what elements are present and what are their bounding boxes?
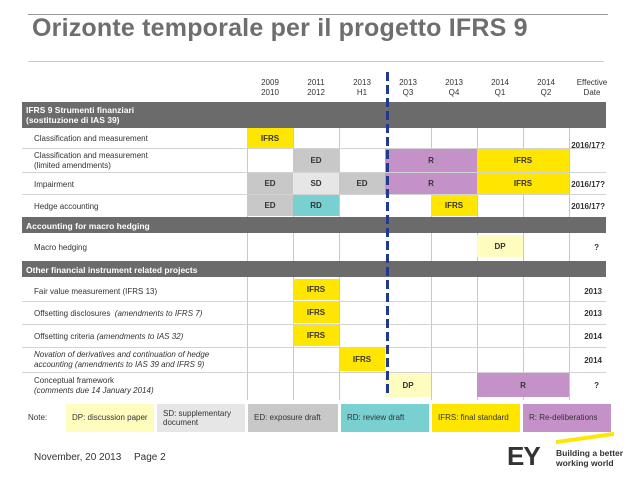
cell-ifrs: IFRS (293, 279, 339, 300)
cell-ifrs: IFRS (293, 302, 339, 323)
ey-logo-beam (556, 431, 614, 445)
grid-col-sep (477, 120, 478, 400)
cell-ed: ED (293, 149, 339, 172)
page-title: Orizonte temporale per il progetto IFRS … (32, 14, 528, 42)
row-label-impairment: Impairment (34, 180, 75, 189)
cell-rd: RD (293, 195, 339, 216)
legend-ed: ED: exposure draft (248, 404, 338, 432)
legend-dp: DP: discussion paper (66, 404, 154, 432)
effective-date-impairment: 2016/17? (571, 180, 605, 189)
effective-date-fair-value: 2013 (584, 287, 602, 296)
row-label-classification-amendments: Classification and measurement (limited a… (34, 151, 148, 170)
grid-col-sep (569, 120, 570, 400)
effective-date-conceptual-framework: ? (594, 381, 599, 390)
cell-ifrs: IFRS (477, 173, 569, 194)
row-label-novation: Novation of derivatives and continuation… (34, 350, 210, 369)
row-divider (22, 372, 606, 373)
title-underline (28, 61, 604, 62)
legend-r: R: Re-deliberations (523, 404, 611, 432)
row-label-offsetting-disclosures: Offsetting disclosures (amendments to IF… (34, 309, 203, 318)
effective-date-offsetting-criteria: 2014 (584, 332, 602, 341)
row-label-offsetting-criteria: Offsetting criteria (amendments to IAS 3… (34, 332, 184, 341)
effective-date-classification: 2016/17? (571, 141, 605, 150)
cell-ifrs: IFRS (339, 348, 385, 371)
ey-tagline: Building a better working world (556, 448, 624, 468)
row-label-conceptual-framework: Conceptual framework (comments due 14 Jan… (34, 376, 154, 395)
col-header-2014-q1: 2014 Q1 (491, 78, 509, 97)
cell-ifrs: IFRS (293, 325, 339, 346)
col-header-effective-date: Effective Date (576, 78, 608, 97)
row-divider (22, 324, 606, 325)
grid-col-sep (293, 120, 294, 400)
cell-r: R (385, 173, 477, 194)
col-header-2013-h1: 2013 H1 (353, 78, 371, 97)
row-divider (22, 148, 606, 149)
legend-note-label: Note: (28, 413, 48, 423)
top-divider (28, 14, 608, 15)
cell-ed: ED (247, 195, 293, 216)
row-divider (22, 301, 606, 302)
current-date-marker (386, 72, 389, 395)
legend-rd: RD: review draft (341, 404, 429, 432)
footer-date: November, 20 2013 (34, 452, 122, 463)
cell-ifrs: IFRS (431, 195, 477, 216)
section-header-ifrs9: IFRS 9 Strumenti finanziari (sostituzion… (22, 102, 606, 128)
effective-date-offsetting-disclosures: 2013 (584, 309, 602, 318)
section-header-macro-hedging: Accounting for macro hedging (22, 217, 606, 233)
col-header-2013-q3: 2013 Q3 (399, 78, 417, 97)
cell-ed: ED (247, 173, 293, 194)
row-label-classification: Classification and measurement (34, 134, 148, 143)
row-label-macro-hedging: Macro hedging (34, 243, 87, 252)
cell-r: R (385, 149, 477, 172)
cell-ifrs: IFRS (477, 149, 569, 172)
col-header-2014-q2: 2014 Q2 (537, 78, 555, 97)
row-divider (22, 172, 606, 173)
legend-ifrs: IFRS: final standard (432, 404, 520, 432)
footer-page-number: Page 2 (134, 452, 166, 463)
cell-ifrs: IFRS (247, 128, 293, 148)
grid-col-sep (523, 120, 524, 400)
col-header-2011-2012: 2011 2012 (307, 78, 325, 97)
cell-dp: DP (385, 373, 431, 397)
cell-r: R (477, 373, 569, 397)
grid-col-sep (247, 120, 248, 400)
cell-sd: SD (293, 173, 339, 194)
cell-ed: ED (339, 173, 385, 194)
effective-date-macro-hedging: ? (594, 243, 599, 252)
grid-col-sep (339, 120, 340, 400)
effective-date-novation: 2014 (584, 356, 602, 365)
col-header-2013-q4: 2013 Q4 (445, 78, 463, 97)
grid-col-sep (431, 120, 432, 400)
row-label-fair-value: Fair value measurement (IFRS 13) (34, 287, 158, 296)
effective-date-hedge: 2016/17? (571, 202, 605, 211)
legend-sd: SD: supplementary document (157, 404, 245, 432)
row-divider (22, 194, 606, 195)
cell-dp: DP (477, 235, 523, 257)
col-header-2009-2010: 2009 2010 (261, 78, 279, 97)
row-label-hedge-accounting: Hedge accounting (34, 202, 99, 211)
row-divider (22, 347, 606, 348)
section-header-other-projects: Other financial instrument related proje… (22, 261, 606, 277)
ey-logo: EY (507, 441, 541, 471)
